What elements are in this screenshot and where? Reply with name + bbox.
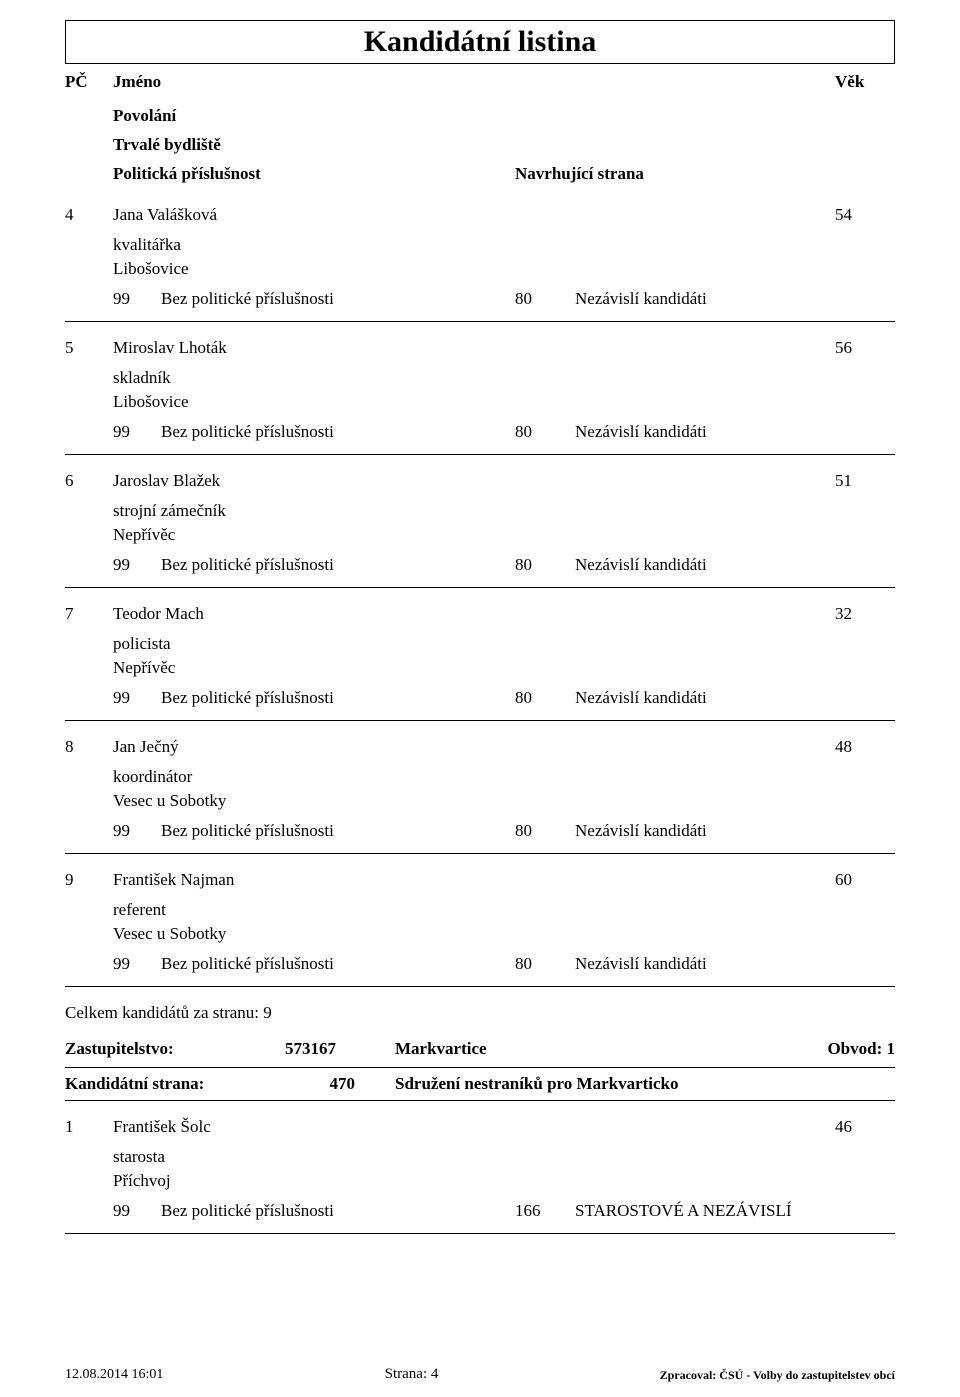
candidate-entry: 6Jaroslav Blažek51 strojní zámečník Nepřív…	[65, 455, 895, 588]
proposing-code: 166	[515, 1201, 575, 1221]
political-text: Bez politické příslušnosti	[161, 954, 515, 974]
political-text: Bez politické příslušnosti	[161, 555, 515, 575]
political-text: Bez politické příslušnosti	[161, 289, 515, 309]
header-bydliste: Trvalé bydliště	[113, 131, 895, 160]
proposing-code: 80	[515, 821, 575, 841]
proposing-text: Nezávislí kandidáti	[575, 289, 895, 309]
footer-source: Zpracoval: ČSÚ - Volby do zastupitelstev…	[660, 1368, 895, 1383]
candidate-entry: 9František Najman60 referent Vesec u Sobot…	[65, 854, 895, 987]
candidate-age: 54	[835, 205, 895, 225]
candidate-residence: Libošovice	[113, 392, 895, 412]
proposing-code: 80	[515, 422, 575, 442]
candidate-name: Miroslav Lhoták	[113, 338, 835, 358]
kand-code: 470	[285, 1074, 395, 1094]
candidate-pc: 1	[65, 1117, 113, 1137]
title-box: Kandidátní listina	[65, 20, 895, 64]
political-text: Bez politické příslušnosti	[161, 821, 515, 841]
candidate-name: František Šolc	[113, 1117, 835, 1137]
candidate-age: 56	[835, 338, 895, 358]
candidate-pc: 8	[65, 737, 113, 757]
candidate-name: František Najman	[113, 870, 835, 890]
candidate-age: 46	[835, 1117, 895, 1137]
candidate-residence: Příchvoj	[113, 1171, 895, 1191]
candidate-occupation: skladník	[113, 368, 895, 388]
kandidatni-strana-row: Kandidátní strana: 470 Sdružení nestraní…	[65, 1068, 895, 1101]
political-code: 99	[113, 1201, 161, 1221]
candidate-occupation: policista	[113, 634, 895, 654]
candidate-occupation: kvalitářka	[113, 235, 895, 255]
proposing-text: Nezávislí kandidáti	[575, 422, 895, 442]
page-title: Kandidátní listina	[66, 25, 894, 59]
political-code: 99	[113, 954, 161, 974]
zast-obvod: Obvod: 1	[775, 1039, 895, 1059]
party-block: Zastupitelstvo: 573167 Markvartice Obvod…	[65, 1039, 895, 1101]
candidate-age: 60	[835, 870, 895, 890]
header-vek: Věk	[835, 72, 895, 92]
header-prislusnost: Politická příslušnost	[113, 160, 515, 189]
candidate-pc: 4	[65, 205, 113, 225]
total-candidates: Celkem kandidátů za stranu: 9	[65, 1003, 895, 1023]
candidate-list-2: 1František Šolc46 starosta Příchvoj 99Bez p…	[65, 1101, 895, 1234]
candidate-residence: Nepřívěc	[113, 525, 895, 545]
zast-name: Markvartice	[395, 1039, 775, 1059]
candidate-occupation: referent	[113, 900, 895, 920]
candidate-pc: 7	[65, 604, 113, 624]
candidate-entry: 7Teodor Mach32 policista Nepřívěc 99Bez pol…	[65, 588, 895, 721]
candidate-entry: 4Jana Valášková54 kvalitářka Libošovice 99B…	[65, 189, 895, 322]
header-navrhujici: Navrhující strana	[515, 160, 895, 189]
political-code: 99	[113, 821, 161, 841]
zast-label: Zastupitelstvo:	[65, 1039, 285, 1059]
footer: 12.08.2014 16:01 Strana: 4 Zpracoval: ČS…	[65, 1366, 895, 1383]
candidate-age: 32	[835, 604, 895, 624]
proposing-text: Nezávislí kandidáti	[575, 821, 895, 841]
page: Kandidátní listina PČ Jméno Věk Povolání…	[0, 0, 960, 1397]
proposing-code: 80	[515, 954, 575, 974]
proposing-code: 80	[515, 688, 575, 708]
candidate-residence: Libošovice	[113, 259, 895, 279]
political-code: 99	[113, 688, 161, 708]
candidate-residence: Vesec u Sobotky	[113, 924, 895, 944]
proposing-text: Nezávislí kandidáti	[575, 688, 895, 708]
header-povolani: Povolání	[113, 102, 895, 131]
header-pc: PČ	[65, 72, 113, 92]
header-jmeno: Jméno	[113, 72, 835, 92]
candidate-name: Jan Ječný	[113, 737, 835, 757]
candidate-pc: 6	[65, 471, 113, 491]
candidate-entry: 1František Šolc46 starosta Příchvoj 99Bez p…	[65, 1101, 895, 1234]
zast-code: 573167	[285, 1039, 395, 1059]
proposing-code: 80	[515, 289, 575, 309]
candidate-entry: 5Miroslav Lhoták56 skladník Libošovice 99Be…	[65, 322, 895, 455]
footer-date: 12.08.2014 16:01	[65, 1367, 163, 1383]
candidate-occupation: starosta	[113, 1147, 895, 1167]
candidate-occupation: koordinátor	[113, 767, 895, 787]
candidate-name: Jaroslav Blažek	[113, 471, 835, 491]
candidate-name: Jana Valášková	[113, 205, 835, 225]
footer-page: Strana: 4	[385, 1366, 439, 1383]
candidate-age: 48	[835, 737, 895, 757]
proposing-text: STAROSTOVÉ A NEZÁVISLÍ	[575, 1201, 895, 1221]
candidate-name: Teodor Mach	[113, 604, 835, 624]
political-code: 99	[113, 289, 161, 309]
column-headers: PČ Jméno Věk	[65, 72, 895, 92]
candidate-residence: Nepřívěc	[113, 658, 895, 678]
candidate-pc: 5	[65, 338, 113, 358]
political-code: 99	[113, 555, 161, 575]
candidate-pc: 9	[65, 870, 113, 890]
candidate-age: 51	[835, 471, 895, 491]
political-text: Bez politické příslušnosti	[161, 422, 515, 442]
political-text: Bez politické příslušnosti	[161, 688, 515, 708]
kand-label: Kandidátní strana:	[65, 1074, 285, 1094]
political-text: Bez politické příslušnosti	[161, 1201, 515, 1221]
subheaders: Povolání Trvalé bydliště Politická přísl…	[113, 102, 895, 189]
proposing-code: 80	[515, 555, 575, 575]
candidate-occupation: strojní zámečník	[113, 501, 895, 521]
political-code: 99	[113, 422, 161, 442]
zastupitelstvo-row: Zastupitelstvo: 573167 Markvartice Obvod…	[65, 1039, 895, 1068]
kand-name: Sdružení nestraníků pro Markvarticko	[395, 1074, 895, 1094]
proposing-text: Nezávislí kandidáti	[575, 555, 895, 575]
candidate-entry: 8Jan Ječný48 koordinátor Vesec u Sobotky 99…	[65, 721, 895, 854]
candidate-list: 4Jana Valášková54kvalitářkaLibošovice99B…	[65, 189, 895, 987]
candidate-residence: Vesec u Sobotky	[113, 791, 895, 811]
proposing-text: Nezávislí kandidáti	[575, 954, 895, 974]
